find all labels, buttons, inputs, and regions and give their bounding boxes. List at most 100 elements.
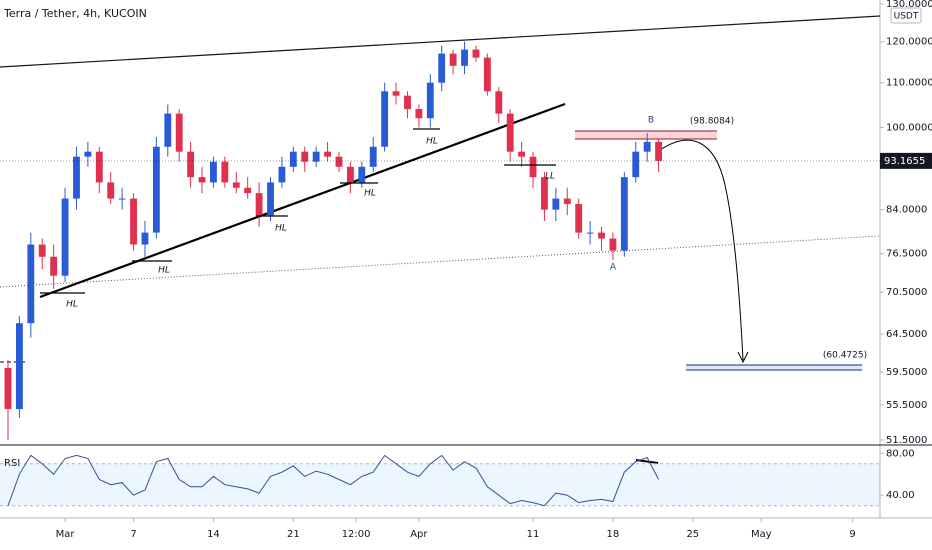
candle-body	[198, 177, 206, 183]
candle-body	[369, 146, 377, 167]
candle-body	[563, 198, 571, 205]
candle-body	[518, 151, 526, 157]
candle-body	[50, 256, 58, 276]
annotation: HL	[364, 189, 376, 199]
annotation: (60.4725)	[823, 351, 867, 361]
candle-body	[381, 91, 389, 147]
candle-body	[598, 232, 605, 239]
x-tick-label: 11	[527, 529, 540, 540]
candle-body	[4, 368, 12, 410]
candle-body	[415, 109, 423, 119]
x-tick-label: 7	[130, 529, 136, 540]
candle-body	[95, 151, 103, 183]
candle-body	[38, 244, 46, 257]
candle-body	[643, 141, 651, 152]
candle-body	[495, 91, 503, 114]
target-zone	[686, 365, 862, 370]
annotation: HL	[66, 300, 78, 310]
y-tick-label: 76.5000	[886, 249, 927, 260]
candle-body	[575, 204, 583, 233]
candle-body	[449, 53, 457, 66]
candle-body	[620, 177, 628, 251]
candle-body	[609, 238, 617, 251]
candle-body	[152, 146, 160, 233]
chart-title: Terra / Tether, 4h, KUCOIN	[3, 7, 147, 20]
x-tick-label: Apr	[410, 529, 428, 540]
annotation: HL	[275, 224, 287, 234]
current-price-label: 93.1655	[884, 156, 925, 167]
rsi-tick-label: 40.00	[886, 490, 915, 501]
candle-body	[529, 156, 537, 178]
drawings	[0, 15, 881, 464]
candle-body	[61, 198, 69, 276]
candle-body	[84, 151, 92, 157]
x-tick-label: Mar	[56, 529, 76, 540]
projection-arrow	[659, 139, 744, 361]
y-tick-label: 100.0000	[886, 123, 932, 134]
candle-body	[312, 151, 320, 162]
candle-body	[175, 113, 183, 152]
y-tick-label: 51.5000	[886, 435, 927, 446]
current-price-box	[880, 152, 932, 169]
rsi-band	[0, 463, 880, 506]
x-tick-label: 21	[287, 529, 300, 540]
candle-body	[541, 177, 548, 210]
support-trendline	[39, 102, 566, 299]
candle-body	[655, 141, 662, 161]
candle-body	[73, 156, 80, 199]
candle-body	[187, 151, 195, 178]
rsi-tick-label: 80.00	[886, 448, 915, 459]
candle-body	[404, 95, 411, 110]
resistance-zone	[575, 131, 717, 139]
candle-body	[358, 166, 366, 183]
candle-body	[210, 161, 217, 183]
y-tick-label: 130.0000	[886, 0, 932, 10]
y-tick-label: 70.5000	[886, 287, 927, 298]
currency-box	[890, 7, 922, 24]
candle-body	[461, 49, 468, 66]
candle-body	[392, 91, 400, 96]
x-tick-label: 25	[686, 529, 699, 540]
candle-body	[289, 151, 297, 167]
candle-body	[324, 151, 331, 157]
candle-body	[141, 232, 149, 245]
y-tick-label: 120.0000	[886, 37, 932, 48]
candle-body	[632, 151, 640, 178]
annotation: B	[648, 116, 654, 126]
candle-body	[255, 193, 263, 216]
x-tick-label: 14	[207, 529, 220, 540]
annotation: HL	[426, 137, 438, 147]
annotation: HL	[158, 266, 170, 276]
candle-body	[552, 198, 560, 210]
annotation: (98.8084)	[690, 117, 734, 127]
candle-body	[221, 161, 229, 183]
candle-body	[164, 113, 172, 147]
y-tick-label: 55.5000	[886, 400, 927, 411]
candle-body	[346, 166, 354, 183]
annotation: LL	[545, 172, 555, 182]
x-tick-label: 12:00	[342, 529, 371, 540]
y-tick-label: 84.0000	[886, 205, 927, 216]
candle-body	[472, 49, 480, 58]
x-tick-label: 9	[849, 529, 855, 540]
upper-trendline	[0, 15, 881, 68]
y-tick-label: 59.5000	[886, 367, 927, 378]
arrow-head	[737, 351, 749, 364]
candle-body	[335, 156, 343, 167]
candle-body	[483, 57, 491, 92]
x-tick-label: May	[751, 529, 772, 540]
y-tick-label: 110.0000	[886, 78, 932, 89]
candle-body	[267, 182, 274, 216]
candle-body	[244, 187, 252, 194]
x-tick-label: 18	[607, 529, 620, 540]
candle-body	[232, 182, 240, 188]
candle-body	[426, 82, 434, 119]
candle-body	[107, 182, 115, 199]
annotation: A	[610, 263, 617, 273]
currency: USDT	[894, 12, 919, 22]
candle-body	[27, 244, 35, 324]
rsi-line	[7, 454, 660, 507]
candle-body	[301, 151, 309, 162]
